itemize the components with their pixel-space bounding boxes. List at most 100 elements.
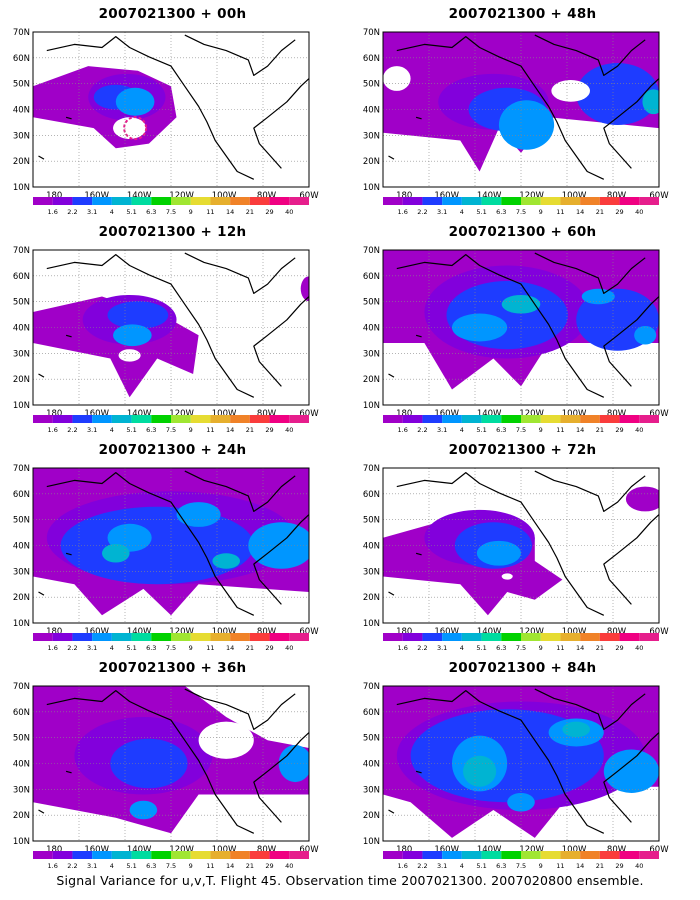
colorbar-level-label: 29 [615, 862, 623, 870]
colorbar-swatch [72, 851, 92, 859]
colorbar-level-label: 6.3 [496, 426, 506, 434]
colorbar-level-label: 40 [285, 644, 293, 652]
map-panel-24h: 2007021300 + 24h 70N 60N 50N 40N 30N 20N 10N 18… [0, 436, 345, 656]
colorbar-swatch [112, 415, 132, 423]
colorbar-swatch [560, 851, 580, 859]
colorbar-level-label: 40 [285, 208, 293, 216]
colorbar-level-label: 40 [635, 426, 643, 434]
colorbar-swatch [639, 197, 659, 205]
map-panel-12h: 2007021300 + 12h 70N 60N 50N 40N 30N 20N 10N 18… [0, 218, 345, 438]
colorbar-level-label: 1.6 [398, 426, 408, 434]
lat-tick-label: 50N [13, 80, 30, 90]
colorbar-swatch [482, 415, 502, 423]
colorbar-swatch [151, 633, 171, 641]
colorbar-level-label: 4 [460, 426, 464, 434]
colorbar-level-label: 4 [460, 862, 464, 870]
colorbar: 1.6 2.2 3.1 4 5.1 6.3 7.5 9 11 14 21 29 40 [33, 197, 309, 216]
colorbar-swatch [442, 197, 462, 205]
colorbar-swatch [289, 851, 309, 859]
colorbar-swatch [383, 197, 403, 205]
map-plot: 70N 60N 50N 40N 30N 20N 10N 180 160W 140W 120W 100W… [0, 436, 345, 656]
colorbar-swatch [383, 633, 403, 641]
coastline [389, 374, 395, 377]
map-panel-84h: 2007021300 + 84h 70N 60N 50N 40N 30N 20N 10N 18… [350, 654, 695, 874]
lat-tick-label: 10N [363, 183, 380, 193]
lat-tick-label: 10N [363, 619, 380, 629]
map-panel-48h: 2007021300 + 48h 70N 60N 50N 40N 30N 20N 10N 18… [350, 0, 695, 220]
colorbar-level-label: 7.5 [166, 644, 176, 652]
lat-tick-label: 50N [13, 734, 30, 744]
figure-caption: Signal Variance for u,v,T. Flight 45. Ob… [0, 873, 700, 888]
coastline [389, 156, 395, 159]
lat-tick-label: 40N [13, 324, 30, 334]
colorbar-swatch [92, 197, 112, 205]
colorbar-level-label: 21 [596, 426, 604, 434]
colorbar-level-label: 5.1 [476, 426, 486, 434]
colorbar-level-label: 11 [206, 208, 214, 216]
colorbar-level-label: 9 [539, 862, 543, 870]
colorbar-swatch [171, 415, 191, 423]
colorbar-level-label: 2.2 [67, 208, 77, 216]
lat-tick-label: 50N [363, 734, 380, 744]
colorbar-swatch [403, 851, 423, 859]
colorbar-level-label: 2.2 [417, 426, 427, 434]
variance-contour [199, 722, 254, 759]
map-panel-00h: 2007021300 + 00h 70N 60N 50N 40N 30N 20N 10N 18… [0, 0, 345, 220]
lat-tick-label: 10N [13, 401, 30, 411]
colorbar-level-label: 3.1 [437, 426, 447, 434]
colorbar-swatch [33, 415, 53, 423]
colorbar-level-label: 1.6 [398, 644, 408, 652]
colorbar-swatch [462, 851, 482, 859]
lat-tick-label: 60N [13, 708, 30, 718]
map-panel-72h: 2007021300 + 72h 70N 60N 50N 40N 30N 20N 10N 18… [350, 436, 695, 656]
colorbar-swatch [171, 633, 191, 641]
variance-contour [582, 289, 615, 305]
colorbar-swatch [53, 197, 73, 205]
map-plot: 70N 60N 50N 40N 30N 20N 10N 180 160W 140W 120W 100W… [350, 654, 695, 874]
lat-tick-label: 20N [363, 593, 380, 603]
colorbar-level-label: 2.2 [67, 644, 77, 652]
colorbar-swatch [541, 415, 561, 423]
colorbar-swatch [541, 633, 561, 641]
variance-contour [116, 88, 155, 116]
colorbar-swatch [289, 197, 309, 205]
colorbar-swatch [403, 197, 423, 205]
colorbar-level-label: 4 [460, 644, 464, 652]
variance-contour [507, 793, 535, 812]
colorbar-swatch [521, 851, 541, 859]
colorbar-level-label: 4 [110, 208, 114, 216]
colorbar-swatch [383, 415, 403, 423]
colorbar-swatch [289, 633, 309, 641]
lat-tick-label: 40N [363, 542, 380, 552]
colorbar-swatch [270, 197, 290, 205]
colorbar-swatch [501, 633, 521, 641]
colorbar-level-label: 6.3 [496, 862, 506, 870]
lat-tick-label: 70N [363, 246, 380, 256]
colorbar-swatch [191, 851, 211, 859]
colorbar-level-label: 2.2 [417, 862, 427, 870]
lat-tick-label: 70N [363, 682, 380, 692]
colorbar-swatch [250, 415, 270, 423]
lat-tick-label: 60N [363, 54, 380, 64]
coastline [254, 79, 309, 169]
colorbar-level-label: 4 [110, 644, 114, 652]
colorbar-swatch [210, 197, 230, 205]
colorbar-swatch [600, 197, 620, 205]
variance-contour [212, 553, 240, 569]
map-plot: 70N 60N 50N 40N 30N 20N 10N 180 160W 140W 120W 100W… [0, 654, 345, 874]
colorbar-level-label: 29 [615, 644, 623, 652]
map-plot: 70N 60N 50N 40N 30N 20N 10N 180 160W 140W 120W 100W… [350, 436, 695, 656]
colorbar-swatch [442, 851, 462, 859]
lat-tick-label: 20N [13, 593, 30, 603]
variance-contour [130, 801, 158, 820]
colorbar-level-label: 5.1 [476, 644, 486, 652]
lat-tick-label: 50N [363, 80, 380, 90]
map-plot: 70N 60N 50N 40N 30N 20N 10N 180 160W 140W 120W 100W… [350, 218, 695, 438]
variance-contour [604, 750, 659, 793]
colorbar-level-label: 21 [246, 208, 254, 216]
colorbar-level-label: 14 [226, 208, 234, 216]
coastline [185, 35, 295, 75]
colorbar-level-label: 14 [226, 862, 234, 870]
colorbar-level-label: 1.6 [398, 208, 408, 216]
colorbar-level-label: 6.3 [496, 644, 506, 652]
